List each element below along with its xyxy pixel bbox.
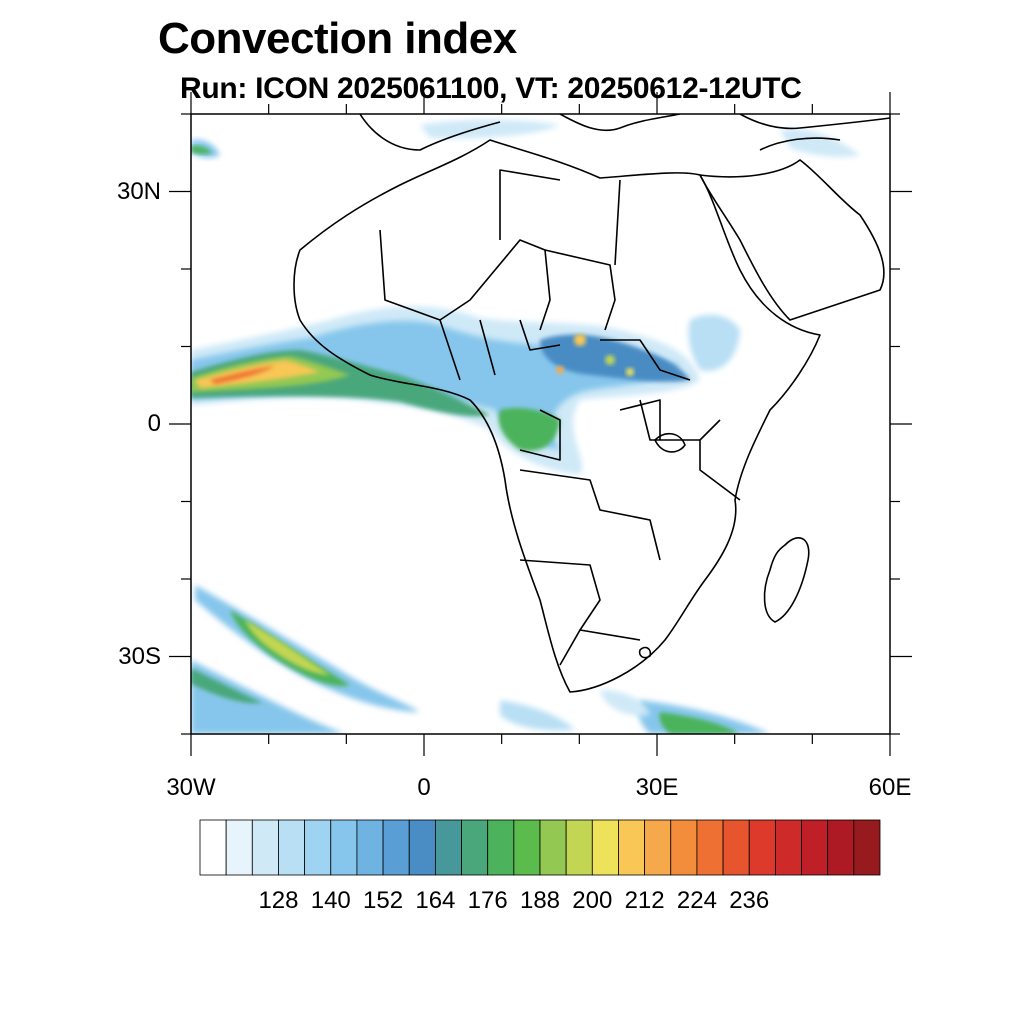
colorbar-label: 128 <box>258 887 299 914</box>
colorbar-swatch <box>278 819 306 876</box>
colorbar-swatch <box>487 819 515 876</box>
colorbar-swatch <box>199 819 227 876</box>
colorbar-swatch <box>801 819 829 876</box>
colorbar-swatch <box>382 819 410 876</box>
colorbar-label: 188 <box>519 887 561 914</box>
colorbar-label: 224 <box>676 887 717 914</box>
lat-label-0: 0 <box>147 410 161 437</box>
map-content <box>191 114 890 734</box>
colorbar-swatch <box>670 819 698 876</box>
colorbar-swatch <box>461 819 489 876</box>
colorbar-swatch <box>591 819 619 876</box>
colorbar-label: 212 <box>624 887 665 914</box>
lon-label-30w: 30W <box>166 774 216 801</box>
lon-label-0: 0 <box>417 774 431 801</box>
colorbar-swatch <box>774 819 802 876</box>
colorbar-swatch <box>696 819 724 876</box>
colorbar <box>199 819 881 876</box>
colorbar-swatch <box>330 819 358 876</box>
lon-label-30e: 30E <box>635 774 679 801</box>
lon-label-60e: 60E <box>868 774 912 801</box>
colorbar-swatch <box>565 819 593 876</box>
colorbar-swatch <box>853 819 881 876</box>
colorbar-label: 236 <box>729 887 770 914</box>
colorbar-label: 140 <box>310 887 351 914</box>
colorbar-label: 164 <box>415 887 456 914</box>
convection-field <box>191 119 860 734</box>
colorbar-swatch <box>618 819 646 876</box>
colorbar-swatch <box>225 819 253 876</box>
colorbar-label: 176 <box>467 887 508 914</box>
axis-ticks <box>169 92 912 756</box>
colorbar-swatch <box>408 819 436 876</box>
map-title: Convection index <box>158 14 517 63</box>
colorbar-swatch <box>539 819 567 876</box>
colorbar-swatch <box>827 819 855 876</box>
map-subtitle: Run: ICON 2025061100, VT: 20250612-12UTC <box>180 72 802 105</box>
colorbar-swatch <box>722 819 750 876</box>
colorbar-label: 200 <box>572 887 613 914</box>
colorbar-swatch <box>434 819 462 876</box>
colorbar-swatch <box>644 819 672 876</box>
colorbar-swatch <box>251 819 279 876</box>
colorbar-swatch <box>748 819 776 876</box>
colorbar-swatch <box>356 819 384 876</box>
lat-label-30s: 30S <box>118 642 161 670</box>
coastlines <box>293 114 890 693</box>
colorbar-swatch <box>304 819 332 876</box>
colorbar-label: 152 <box>363 887 404 914</box>
colorbar-swatch <box>513 819 541 876</box>
lat-label-30n: 30N <box>116 177 161 205</box>
